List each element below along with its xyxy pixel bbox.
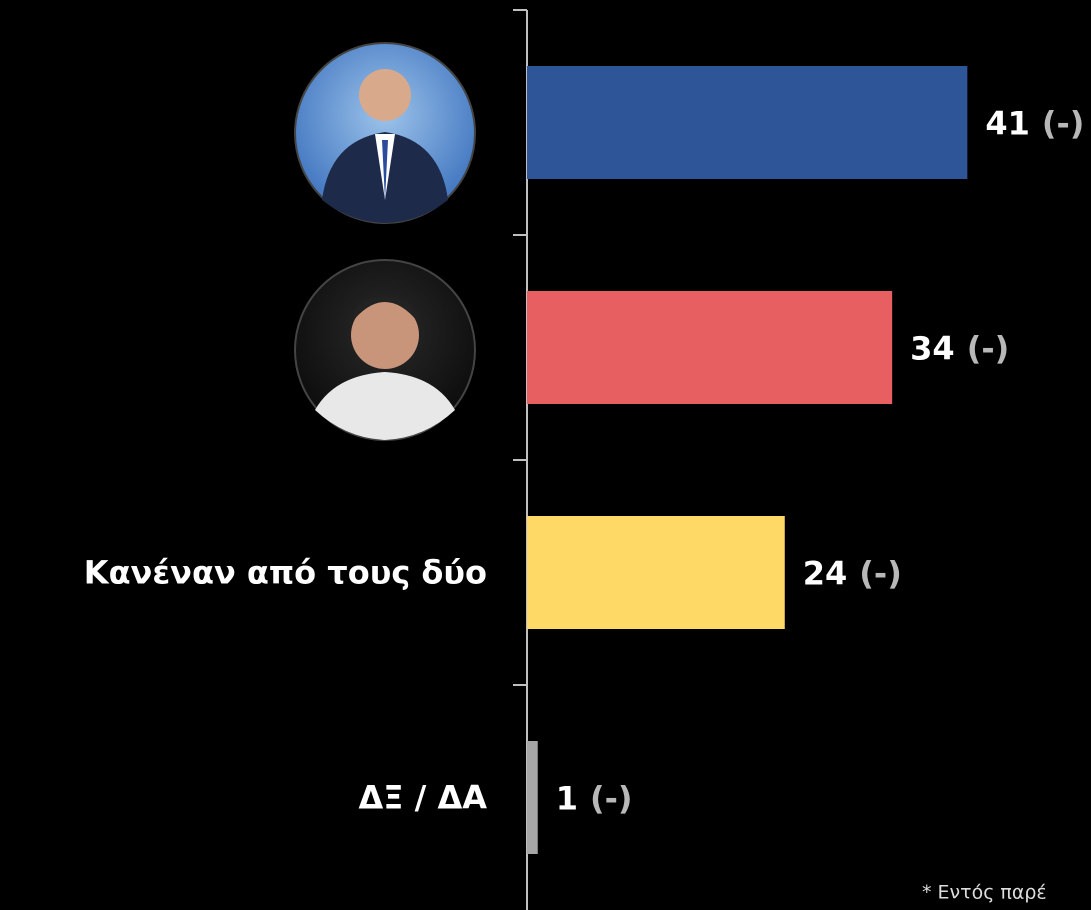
bar: [527, 66, 968, 179]
value-label: 1 (-): [556, 780, 633, 818]
category-label: ΔΞ / ΔΑ: [359, 779, 488, 817]
value: 34: [910, 330, 955, 368]
value: 24: [803, 555, 848, 593]
bar: [527, 516, 785, 629]
bar: [527, 741, 538, 854]
change-label: (-): [590, 780, 633, 818]
bar: [527, 291, 893, 404]
value: 1: [556, 780, 578, 818]
value-label: 24 (-): [803, 555, 902, 593]
category-label: Κανέναν από τους δύο: [84, 554, 487, 592]
value-label: 41 (-): [985, 105, 1084, 143]
change-label: (-): [1042, 105, 1085, 143]
footnote: * Εντός παρέ: [922, 882, 1047, 904]
photo: [294, 42, 476, 224]
value-label: 34 (-): [910, 330, 1009, 368]
change-label: (-): [859, 555, 902, 593]
change-label: (-): [967, 330, 1010, 368]
value: 41: [985, 105, 1030, 143]
photo: [294, 259, 476, 441]
